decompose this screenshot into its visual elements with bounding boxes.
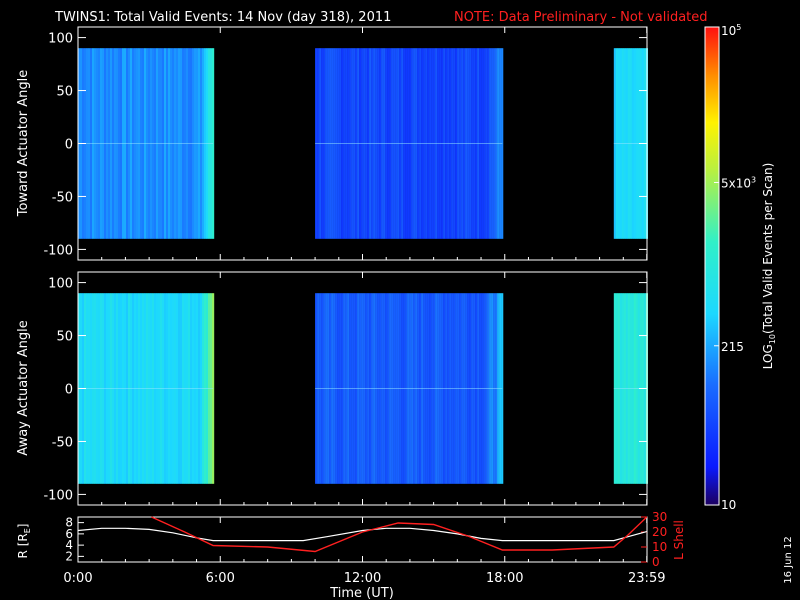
colorbar-tick-label: 5x103 — [721, 175, 756, 190]
l-shell-line — [151, 516, 648, 553]
x-tick-label: 12:00 — [344, 571, 381, 586]
x-axis-label: Time (UT) — [329, 586, 394, 600]
y-tick-label: -100 — [43, 488, 73, 503]
preliminary-note: NOTE: Data Preliminary - Not validated — [454, 10, 708, 25]
toward-ylabel: Toward Actuator Angle — [16, 70, 31, 217]
r-distance-line — [77, 527, 647, 542]
colorbar-tick-label: 10 — [721, 498, 736, 512]
l-shell-ylabel: L Shell — [672, 520, 686, 560]
x-tick-label: 0:00 — [63, 571, 92, 586]
x-tick-label: 18:00 — [486, 571, 523, 586]
orbit-panel-frame — [77, 516, 648, 563]
r-ylabel: R [RE] — [16, 524, 32, 559]
r-tick-label: 6 — [65, 527, 73, 541]
colorbar-frame — [704, 26, 720, 506]
r-tick-label: 2 — [65, 549, 73, 563]
l-shell-tick-label: 0 — [652, 555, 660, 569]
away-ylabel: Away Actuator Angle — [16, 320, 31, 455]
y-tick-label: 100 — [48, 32, 73, 47]
x-tick-label: 23:59 — [628, 571, 665, 586]
y-tick-label: 100 — [48, 277, 73, 292]
heatmap-block — [78, 293, 215, 484]
y-tick-label: 0 — [65, 138, 73, 153]
y-tick-label: 50 — [56, 85, 73, 100]
l-shell-tick-label: 10 — [652, 540, 667, 554]
colorbar-tick-label: 105 — [721, 23, 741, 38]
r-tick-label: 4 — [65, 538, 73, 552]
y-tick-label: -100 — [43, 243, 73, 258]
toward-angle-panel: 100 50 0 -50 -100 Toward Actuator Angle — [16, 26, 649, 261]
away-angle-panel: 100 50 0 -50 -100 Away Actuator Angle — [16, 271, 649, 506]
heatmap-block — [315, 48, 504, 239]
y-tick-label: -50 — [52, 190, 73, 205]
chart-title: TWINS1: Total Valid Events: 14 Nov (day … — [54, 10, 391, 25]
date-stamp: 16 Jun 12 — [783, 536, 794, 583]
y-tick-label: 0 — [65, 383, 73, 398]
colorbar-gradient — [705, 27, 719, 505]
colorbar: 10 215 5x103 105 LOG10(Total Valid Events p… — [704, 23, 777, 512]
colorbar-label: LOG10(Total Valid Events per Scan) — [761, 163, 777, 370]
l-shell-tick-label: 30 — [652, 510, 667, 524]
colorbar-tick-label: 215 — [721, 340, 744, 354]
y-tick-label: -50 — [52, 435, 73, 450]
l-shell-tick-label: 20 — [652, 525, 667, 539]
r-tick-label: 8 — [65, 516, 73, 530]
x-tick-label: 6:00 — [206, 571, 235, 586]
heatmap-block — [78, 48, 215, 239]
y-tick-label: 50 — [56, 330, 73, 345]
heatmap-block — [315, 293, 504, 484]
